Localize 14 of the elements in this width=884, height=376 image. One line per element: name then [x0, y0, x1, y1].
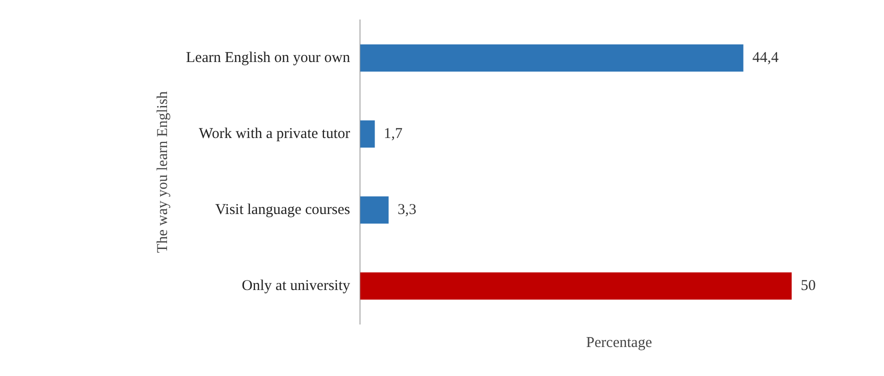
bar: [360, 196, 389, 224]
bar: [360, 44, 744, 72]
bar: [360, 272, 792, 300]
data-label: 44,4: [752, 50, 780, 66]
y-tick-label: Visit language courses: [215, 202, 350, 218]
y-axis-title: The way you learn English: [154, 90, 171, 253]
x-axis-title: Percentage: [586, 334, 652, 351]
bar: [360, 120, 375, 148]
y-tick-label: Only at university: [242, 278, 351, 294]
y-tick-label: Work with a private tutor: [198, 126, 350, 142]
y-tick-label: Learn English on your own: [186, 50, 351, 66]
data-label: 50: [800, 278, 816, 294]
data-label: 3,3: [398, 202, 416, 218]
data-label: 1,7: [384, 126, 404, 142]
